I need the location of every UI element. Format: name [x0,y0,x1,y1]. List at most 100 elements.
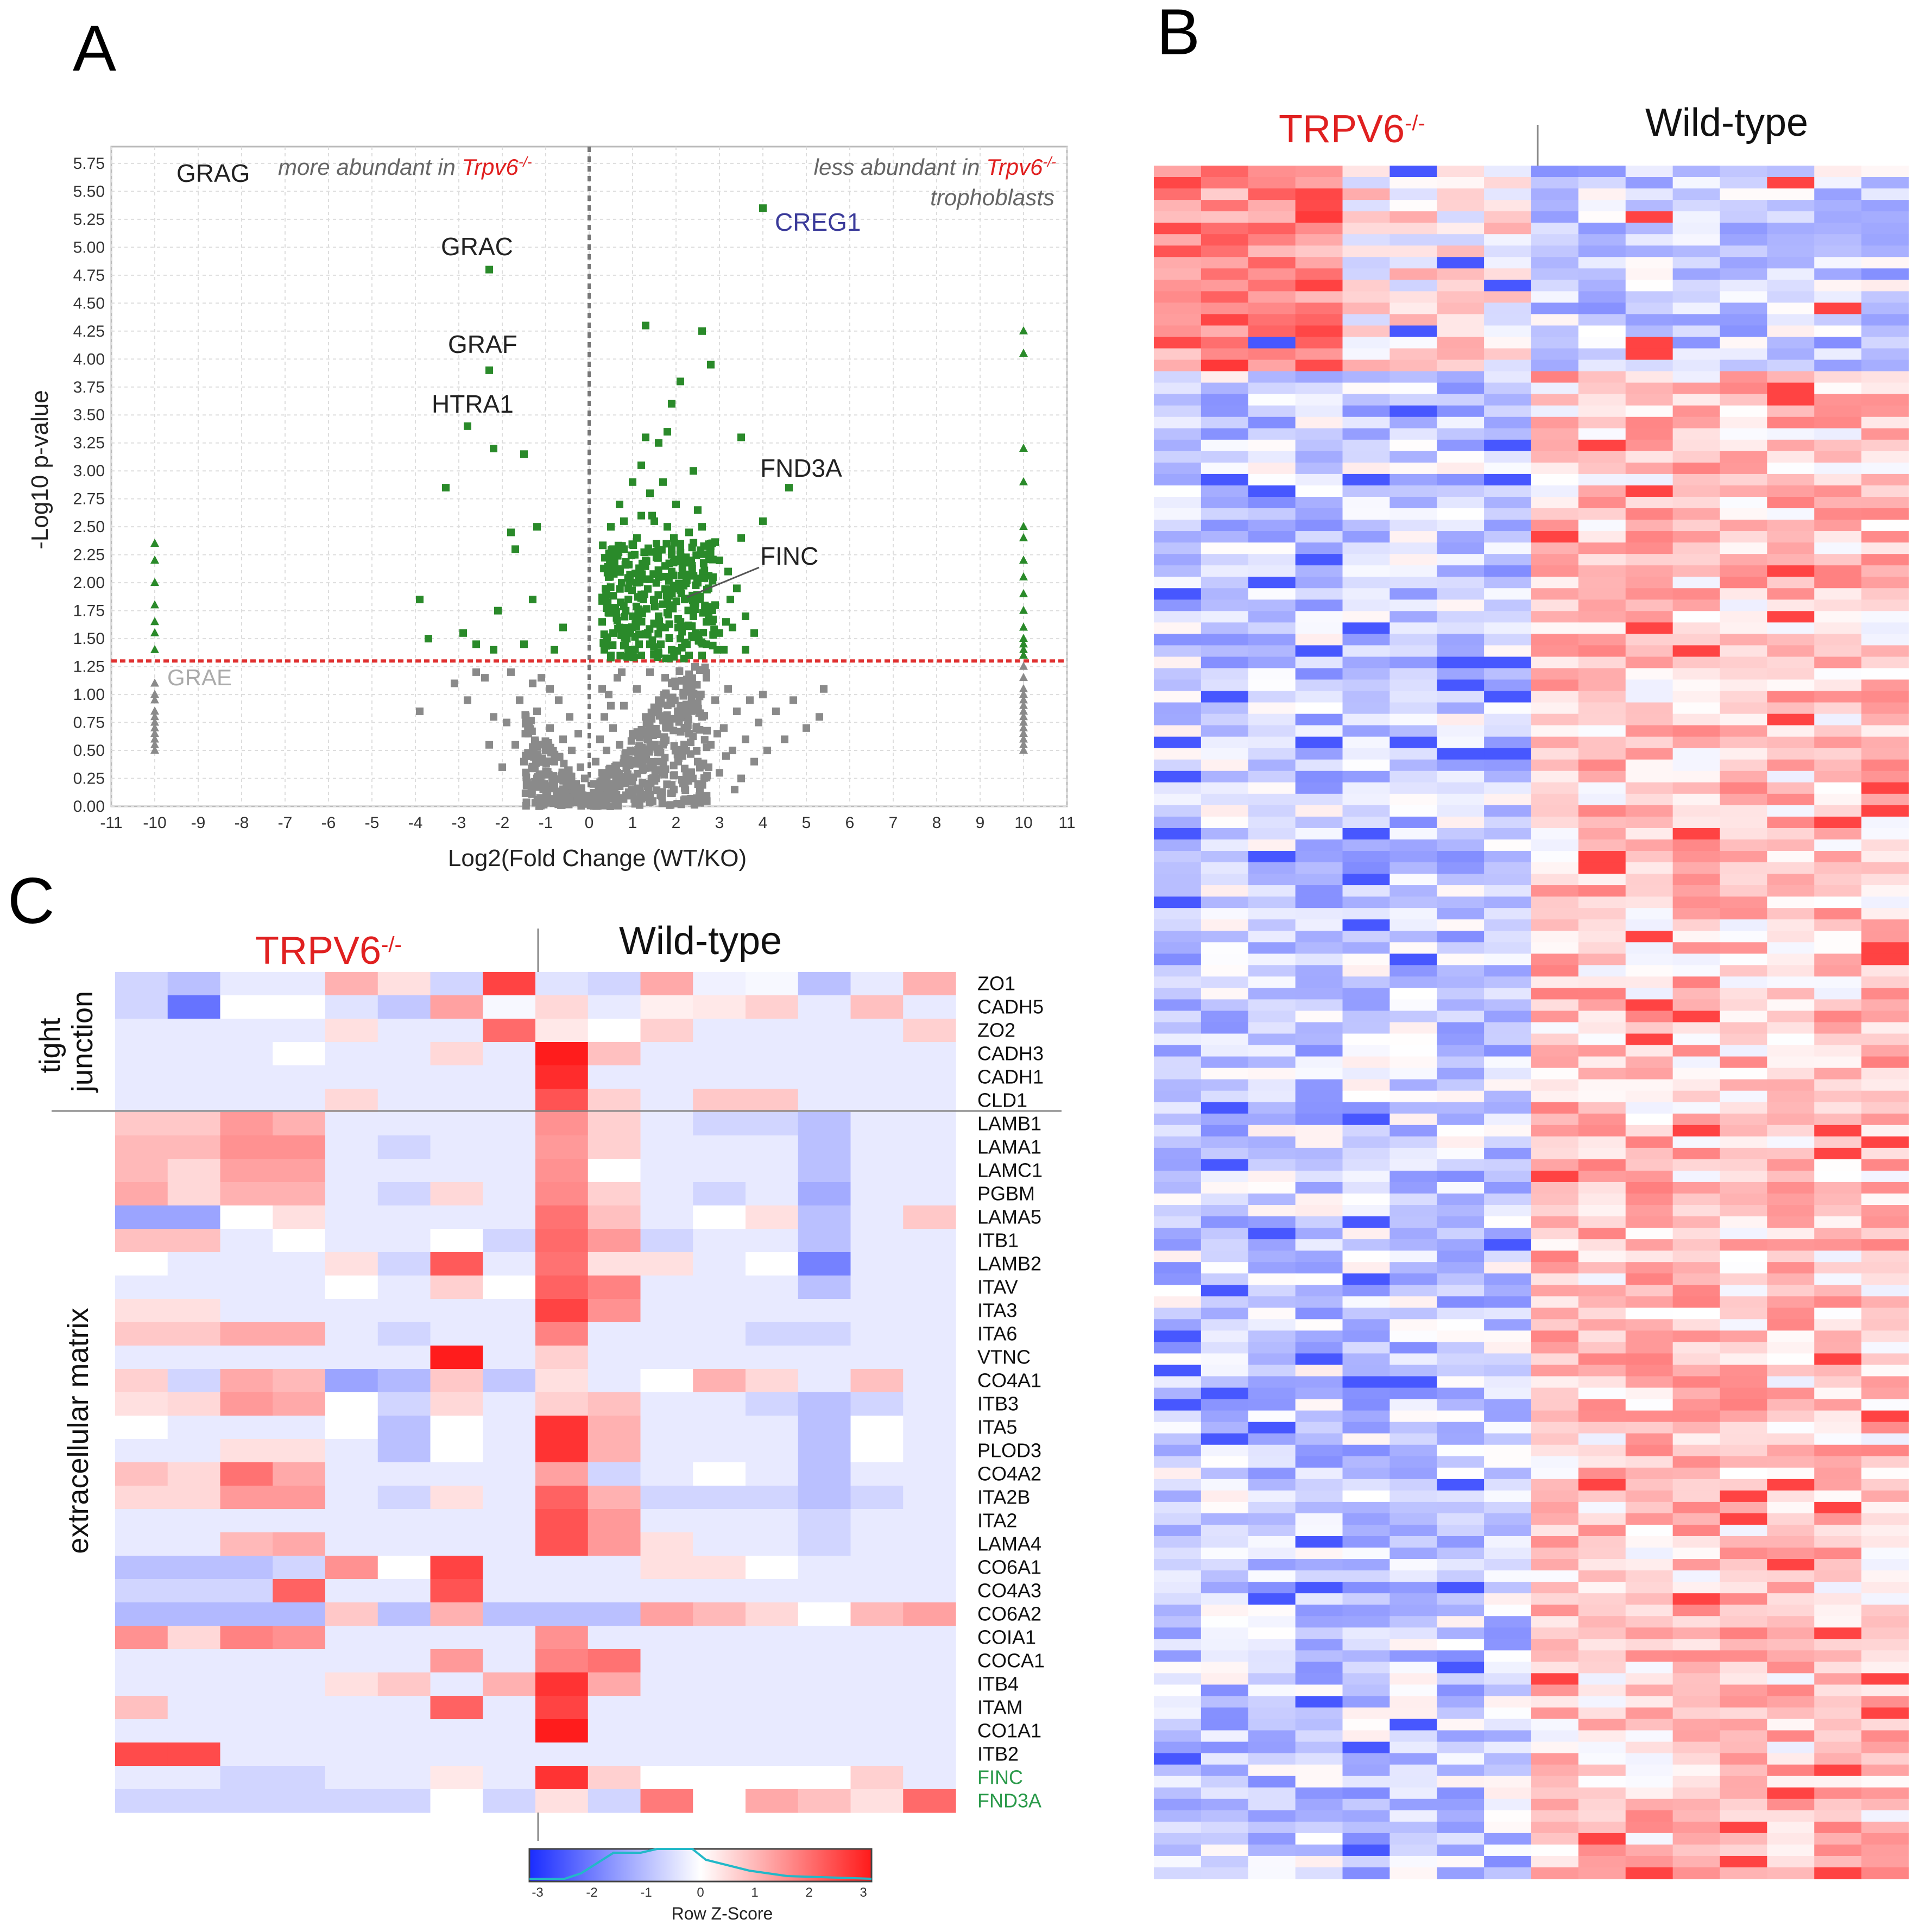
heatmap-b-cell [1484,177,1532,189]
heatmap-b-cell [1390,177,1437,189]
heatmap-b-cell [1767,736,1815,749]
volcano-point [150,723,159,731]
heatmap-b-cell [1342,1833,1390,1845]
volcano-point [538,674,545,682]
heatmap-b-cell [1295,1228,1343,1240]
heatmap-c-cell [483,1532,536,1556]
heatmap-b-cell [1390,1810,1437,1822]
volcano-point [494,607,502,615]
heatmap-b-cell [1767,359,1815,372]
heatmap-c-cell [798,1462,851,1486]
heatmap-c-cell [325,1766,378,1790]
heatmap-b-cell [1484,1262,1532,1274]
heatmap-c-row-label: ITA2 [977,1510,1017,1532]
heatmap-b-cell [1531,211,1579,223]
heatmap-b-cell [1390,337,1437,349]
heatmap-b-cell [1342,1136,1390,1148]
volcano-point [528,765,536,773]
heatmap-b-cell [1342,828,1390,840]
volcano-point [637,512,645,520]
heatmap-c-cell [167,1276,221,1299]
heatmap-b-cell [1390,976,1437,988]
volcano-point [677,377,684,386]
heatmap-b-cell [1672,200,1721,212]
heatmap-c-cell [483,1579,536,1603]
heatmap-b-cell [1342,1387,1390,1400]
heatmap-c-cell [483,1065,536,1089]
heatmap-b-cell [1625,245,1673,257]
heatmap-b-cell [1814,485,1862,497]
heatmap-c-cell [903,1672,956,1696]
heatmap-b-cell [1767,1798,1815,1811]
heatmap-b-cell [1248,1433,1296,1445]
volcano-point [540,800,548,809]
heatmap-c-cell [903,1649,956,1673]
heatmap-b-cell [1201,382,1249,395]
volcano-point [629,478,636,486]
heatmap-c-cell [693,1602,746,1626]
volcano-point [657,640,665,648]
heatmap-b-cell [1295,1136,1343,1148]
heatmap-b-cell [1672,223,1721,235]
heatmap-b-cell [1248,679,1296,692]
heatmap-b-cell [1154,908,1202,920]
heatmap-b-cell [1437,1707,1485,1720]
volcano-point [609,641,617,649]
volcano-point [503,718,510,727]
heatmap-b-cell [1767,1045,1815,1057]
heatmap-b-cell [1814,200,1862,212]
heatmap-b-cell [1342,656,1390,669]
heatmap-b-cell [1625,1707,1673,1720]
volcano-y-tick-label: 5.50 [73,182,105,200]
heatmap-b-cell [1390,1867,1437,1879]
heatmap-b-cell [1201,211,1249,223]
heatmap-c-row-label: ITAV [977,1276,1018,1298]
volcano-point [605,691,612,699]
volcano-point [693,747,701,755]
heatmap-c-cell [588,1276,641,1299]
heatmap-c-cell [693,1369,746,1393]
heatmap-b-cell [1390,1330,1437,1343]
volcano-x-tick-label: 4 [759,814,768,832]
heatmap-b-cell [1437,1308,1485,1319]
heatmap-b-cell [1295,1285,1343,1297]
heatmap-b-cell [1625,1273,1673,1285]
heatmap-b-cell [1248,496,1296,509]
volcano-point [716,629,723,637]
heatmap-b-cell [1201,1548,1249,1560]
heatmap-b-cell [1767,965,1815,977]
heatmap-b-cell [1767,1216,1815,1228]
heatmap-b-cell [1720,1376,1767,1388]
heatmap-b-cell [1154,1456,1202,1468]
heatmap-b-cell [1814,280,1862,292]
volcano-point [785,484,793,492]
heatmap-c-cell [483,1205,536,1229]
heatmap-b-cell [1672,451,1721,463]
heatmap-b-cell [1390,405,1437,418]
heatmap-b-cell [1154,542,1202,554]
heatmap-b-cell [1154,828,1202,840]
heatmap-b-cell [1814,828,1862,840]
heatmap-b-cell [1248,1593,1296,1605]
heatmap-b-cell [1578,1319,1626,1331]
heatmap-c-cell [483,1439,536,1463]
heatmap-b-cell [1625,896,1673,908]
heatmap-c-cell [746,1392,799,1416]
heatmap-b-cell [1248,1867,1296,1879]
heatmap-b-cell [1672,1741,1721,1754]
heatmap-b-cell [1578,1490,1626,1502]
volcano-point [688,564,696,572]
heatmap-b-cell [1342,1753,1390,1765]
heatmap-b-cell [1154,520,1202,532]
heatmap-b-cell [1248,1684,1296,1697]
heatmap-b-cell [1625,1285,1673,1297]
heatmap-b-cell [1720,302,1767,315]
heatmap-b-cell [1248,542,1296,554]
volcano-point [616,585,624,593]
heatmap-c-cell [273,1439,326,1463]
volcano-y-axis-title: -Log10 p-value [27,390,53,550]
heatmap-b-cell [1154,394,1202,406]
heatmap-b-cell [1248,428,1296,440]
heatmap-c-cell [746,1602,799,1626]
heatmap-b-cell [1295,771,1343,783]
